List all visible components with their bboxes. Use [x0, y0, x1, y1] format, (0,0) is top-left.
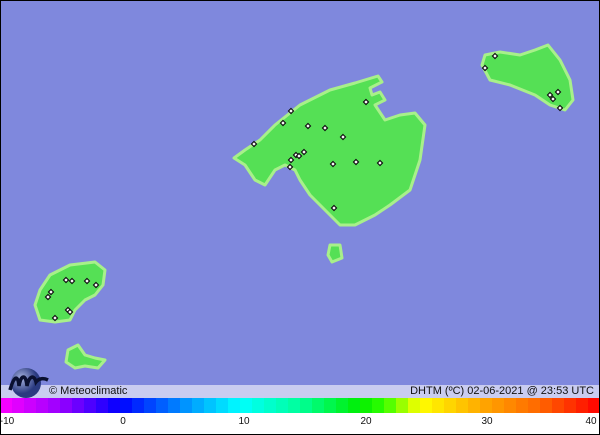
station-marker[interactable] [286, 163, 294, 171]
colorbar-step [96, 398, 108, 413]
colorbar-step [588, 398, 600, 413]
station-marker[interactable] [362, 98, 370, 106]
colorbar-step [168, 398, 180, 413]
colorbar-step [108, 398, 120, 413]
colorbar-step [504, 398, 516, 413]
colorbar-step [120, 398, 132, 413]
station-marker[interactable] [330, 204, 338, 212]
colorbar-step [300, 398, 312, 413]
colorbar-step [72, 398, 84, 413]
station-marker[interactable] [287, 107, 295, 115]
colorbar-tick: 30 [481, 416, 493, 427]
colorbar-step [312, 398, 324, 413]
footer-bar [0, 385, 600, 398]
station-marker[interactable] [352, 158, 360, 166]
colorbar-step [492, 398, 504, 413]
station-marker[interactable] [44, 293, 52, 301]
colorbar-step [288, 398, 300, 413]
station-marker[interactable] [279, 119, 287, 127]
colorbar-step [252, 398, 264, 413]
colorbar-step [576, 398, 588, 413]
colorbar-step [456, 398, 468, 413]
colorbar-step [384, 398, 396, 413]
colorbar-step [180, 398, 192, 413]
station-marker[interactable] [549, 95, 557, 103]
colorbar-step [84, 398, 96, 413]
colorbar-step [12, 398, 24, 413]
credit-text: © Meteoclimatic [49, 385, 128, 397]
station-marker[interactable] [68, 277, 76, 285]
station-marker[interactable] [83, 277, 91, 285]
island-ibiza [33, 260, 107, 324]
meteoclimatic-logo [8, 368, 49, 398]
colorbar-step [480, 398, 492, 413]
station-marker[interactable] [339, 133, 347, 141]
station-marker[interactable] [321, 124, 329, 132]
station-marker[interactable] [250, 140, 258, 148]
colorbar-step [516, 398, 528, 413]
colorbar-step [24, 398, 36, 413]
colorbar-step [396, 398, 408, 413]
colorbar [0, 398, 600, 413]
colorbar-step [60, 398, 72, 413]
station-marker[interactable] [329, 160, 337, 168]
station-marker[interactable] [491, 52, 499, 60]
station-marker[interactable] [47, 288, 55, 296]
colorbar-tick: -10 [0, 416, 15, 427]
colorbar-step [540, 398, 552, 413]
variable-timestamp: DHTM (ºC) 02-06-2021 @ 23:53 UTC [410, 385, 594, 397]
colorbar-step [564, 398, 576, 413]
colorbar-tick: 20 [360, 416, 372, 427]
colorbar-step [204, 398, 216, 413]
colorbar-step [228, 398, 240, 413]
colorbar-step [528, 398, 540, 413]
colorbar-step [468, 398, 480, 413]
colorbar-step [432, 398, 444, 413]
station-marker[interactable] [51, 314, 59, 322]
colorbar-tick: 0 [120, 416, 126, 427]
colorbar-step [132, 398, 144, 413]
station-marker[interactable] [304, 122, 312, 130]
colorbar-step [324, 398, 336, 413]
colorbar-step [444, 398, 456, 413]
colorbar-step [0, 398, 12, 413]
colorbar-step [240, 398, 252, 413]
colorbar-step [36, 398, 48, 413]
station-marker[interactable] [66, 308, 74, 316]
colorbar-step [408, 398, 420, 413]
station-marker[interactable] [287, 156, 295, 164]
colorbar-step [360, 398, 372, 413]
station-marker[interactable] [546, 91, 554, 99]
colorbar-step [264, 398, 276, 413]
station-marker[interactable] [62, 276, 70, 284]
station-marker[interactable] [376, 159, 384, 167]
colorbar-step [348, 398, 360, 413]
colorbar-step [156, 398, 168, 413]
station-marker[interactable] [300, 148, 308, 156]
colorbar-step [192, 398, 204, 413]
island-formentera [64, 343, 107, 370]
colorbar-tick: 40 [585, 416, 597, 427]
colorbar-step [420, 398, 432, 413]
colorbar-step [336, 398, 348, 413]
colorbar-step [48, 398, 60, 413]
temperature-map [0, 0, 600, 398]
station-marker[interactable] [92, 281, 100, 289]
colorbar-step [552, 398, 564, 413]
colorbar-step [276, 398, 288, 413]
colorbar-step [372, 398, 384, 413]
colorbar-step [216, 398, 228, 413]
island-cabrera [326, 243, 344, 264]
station-marker[interactable] [556, 104, 564, 112]
station-marker[interactable] [554, 88, 562, 96]
colorbar-step [144, 398, 156, 413]
station-marker[interactable] [481, 64, 489, 72]
station-marker[interactable] [295, 152, 303, 160]
colorbar-tick: 10 [238, 416, 250, 427]
